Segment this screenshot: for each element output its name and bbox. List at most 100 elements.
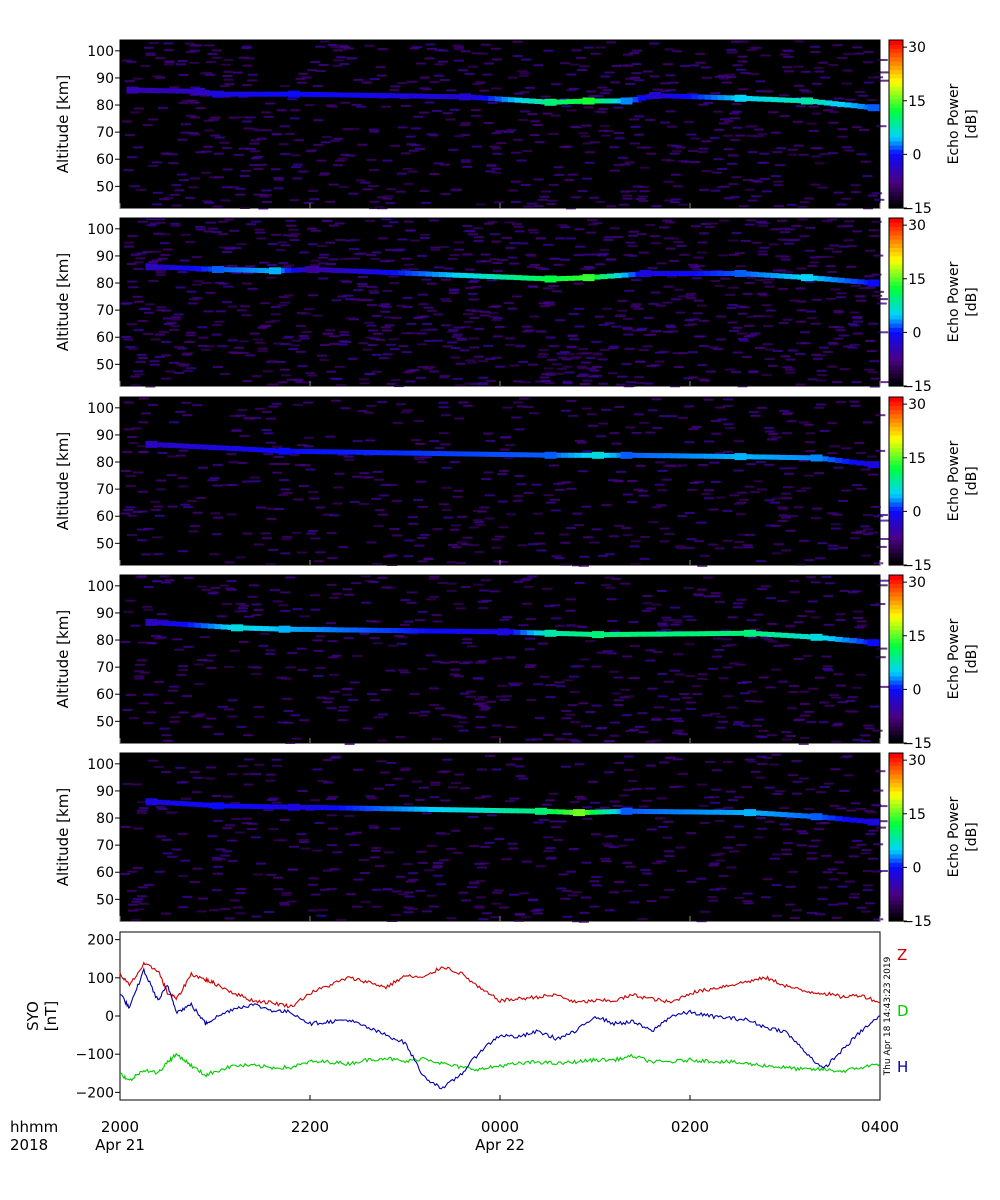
noise-cell <box>582 177 593 180</box>
colorbar-step <box>889 170 903 175</box>
heatmap-background <box>120 40 880 208</box>
noise-cell <box>787 148 798 151</box>
noise-cell <box>359 859 369 861</box>
noise-cell <box>491 538 502 541</box>
echo-cell <box>691 631 700 637</box>
noise-cell <box>727 706 737 709</box>
noise-cell <box>136 353 147 356</box>
noise-cell <box>374 478 385 481</box>
noise-cell <box>128 286 139 289</box>
noise-cell <box>178 449 189 452</box>
noise-cell <box>198 336 209 339</box>
noise-cell <box>159 198 170 201</box>
noise-cell <box>714 808 725 811</box>
noise-cell <box>133 471 143 474</box>
noise-cell <box>259 325 270 328</box>
echo-cell <box>496 808 505 814</box>
noise-cell <box>151 250 162 253</box>
noise-cell <box>132 295 143 298</box>
noise-cell <box>504 343 515 346</box>
noise-cell <box>614 137 625 140</box>
noise-cell <box>843 53 854 56</box>
noise-cell <box>720 629 731 632</box>
y-tick-label: 60 <box>96 865 114 881</box>
noise-cell <box>817 186 828 189</box>
noise-cell <box>337 719 348 722</box>
noise-cell <box>581 861 592 864</box>
colorbar-step <box>889 535 903 541</box>
noise-cell <box>224 587 235 590</box>
noise-cell <box>762 281 773 284</box>
noise-cell <box>789 917 800 919</box>
noise-cell <box>841 82 852 85</box>
noise-cell <box>180 401 191 404</box>
noise-cell <box>854 295 865 298</box>
noise-cell <box>391 316 402 319</box>
noise-cell <box>441 278 451 281</box>
noise-cell <box>642 70 653 73</box>
noise-cell <box>404 539 415 542</box>
echo-cell <box>598 98 607 104</box>
noise-cell <box>645 659 656 662</box>
noise-cell <box>803 807 814 810</box>
noise-cell <box>516 483 527 486</box>
noise-cell <box>228 461 239 464</box>
noise-cell <box>785 817 795 820</box>
noise-cell <box>292 163 303 166</box>
noise-cell <box>766 597 777 600</box>
y-axis-label: Altitude [km] <box>54 75 72 173</box>
noise-cell <box>831 740 842 743</box>
noise-cell <box>603 844 614 847</box>
noise-cell <box>570 125 581 128</box>
noise-cell <box>565 609 576 612</box>
colorbar-step <box>889 260 903 265</box>
colorbar-step <box>889 879 903 884</box>
colorbar-tick-label: −15 <box>902 201 932 217</box>
noise-cell <box>514 428 525 431</box>
noise-cell <box>818 886 829 889</box>
noise-cell <box>555 624 565 627</box>
noise-cell <box>638 349 649 351</box>
noise-cell <box>624 347 635 350</box>
noise-cell <box>315 70 326 72</box>
noise-cell <box>527 113 538 116</box>
echo-cell <box>622 631 631 637</box>
echo-cell <box>181 443 190 449</box>
noise-cell <box>155 806 166 809</box>
noise-cell <box>204 44 215 47</box>
noise-cell <box>473 583 484 586</box>
noise-cell <box>744 700 755 702</box>
noise-cell <box>651 717 662 720</box>
noise-cell <box>130 624 141 627</box>
noise-cell <box>718 874 729 877</box>
colorbar-step <box>889 103 903 108</box>
echo-cell <box>242 803 251 809</box>
noise-cell <box>521 58 531 61</box>
noise-cell <box>147 164 158 167</box>
noise-cell <box>848 710 859 713</box>
echo-cell <box>820 814 829 820</box>
noise-cell <box>478 383 489 386</box>
noise-cell <box>134 373 145 376</box>
echo-cell <box>455 807 464 813</box>
noise-cell <box>571 740 582 743</box>
echo-cell <box>582 809 591 815</box>
colorbar-step <box>889 409 903 415</box>
noise-cell <box>562 915 573 918</box>
noise-cell <box>611 692 622 695</box>
echo-cell <box>650 809 659 815</box>
noise-cell <box>735 305 746 308</box>
noise-cell <box>417 560 428 563</box>
echo-cell <box>849 459 858 465</box>
echo-cell <box>636 452 645 458</box>
noise-cell <box>403 620 414 623</box>
noise-cell <box>467 886 477 889</box>
noise-cell <box>550 114 561 117</box>
noise-cell <box>514 92 525 95</box>
noise-cell <box>523 406 534 409</box>
noise-cell <box>362 188 373 191</box>
noise-cell <box>856 673 866 676</box>
noise-cell <box>327 105 338 108</box>
noise-cell <box>256 163 267 166</box>
noise-cell <box>185 334 196 337</box>
